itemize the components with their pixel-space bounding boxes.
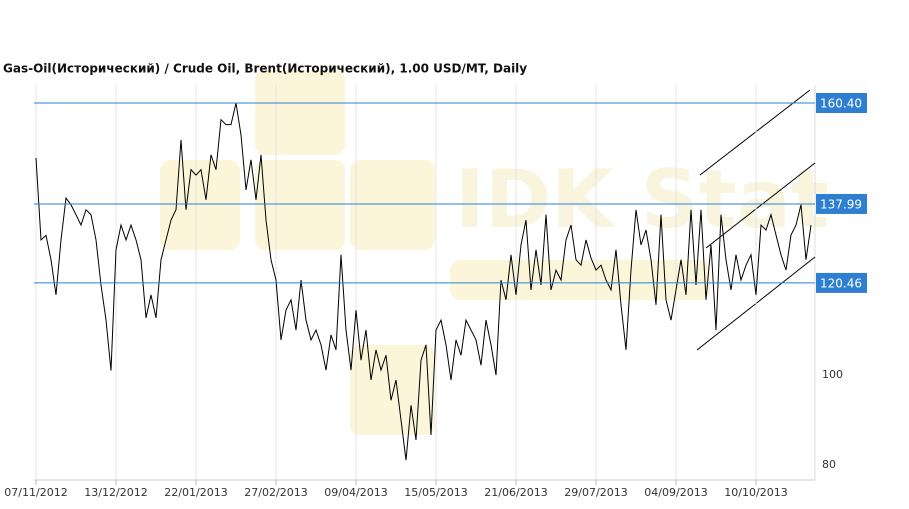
- x-tick-label: 07/11/2012: [4, 486, 67, 499]
- x-tick-label: 29/07/2013: [564, 486, 627, 499]
- x-tick-label: 15/05/2013: [404, 486, 467, 499]
- x-tick-label: 27/02/2013: [244, 486, 307, 499]
- watermark-box: [350, 160, 435, 250]
- watermark-box: [450, 260, 710, 300]
- watermark-box: [350, 345, 435, 435]
- level-label: 160.40: [820, 97, 862, 111]
- x-tick-label: 09/04/2013: [324, 486, 387, 499]
- watermark-box: [255, 160, 345, 250]
- watermark-box: [160, 160, 240, 250]
- level-label: 137.99: [820, 197, 862, 211]
- x-tick-label: 10/10/2013: [724, 486, 787, 499]
- x-tick-label: 04/09/2013: [644, 486, 707, 499]
- level-label: 120.46: [820, 276, 862, 290]
- x-tick-label: 13/12/2012: [84, 486, 147, 499]
- y-tick-label: 100: [822, 368, 843, 381]
- x-tick-label: 22/01/2013: [164, 486, 227, 499]
- x-tick-label: 21/06/2013: [484, 486, 547, 499]
- y-tick-label: 80: [822, 458, 836, 471]
- price-line: [35, 102, 812, 461]
- chart-title: Gas-Oil(Исторический) / Crude Oil, Brent…: [3, 62, 527, 76]
- trend-line: [705, 162, 816, 249]
- level-label-box: [816, 272, 867, 293]
- trend-line: [699, 89, 811, 176]
- watermark-box: [255, 70, 345, 155]
- level-label-box: [816, 93, 867, 114]
- watermark: IDK Stat: [455, 153, 829, 246]
- level-label-box: [816, 193, 867, 214]
